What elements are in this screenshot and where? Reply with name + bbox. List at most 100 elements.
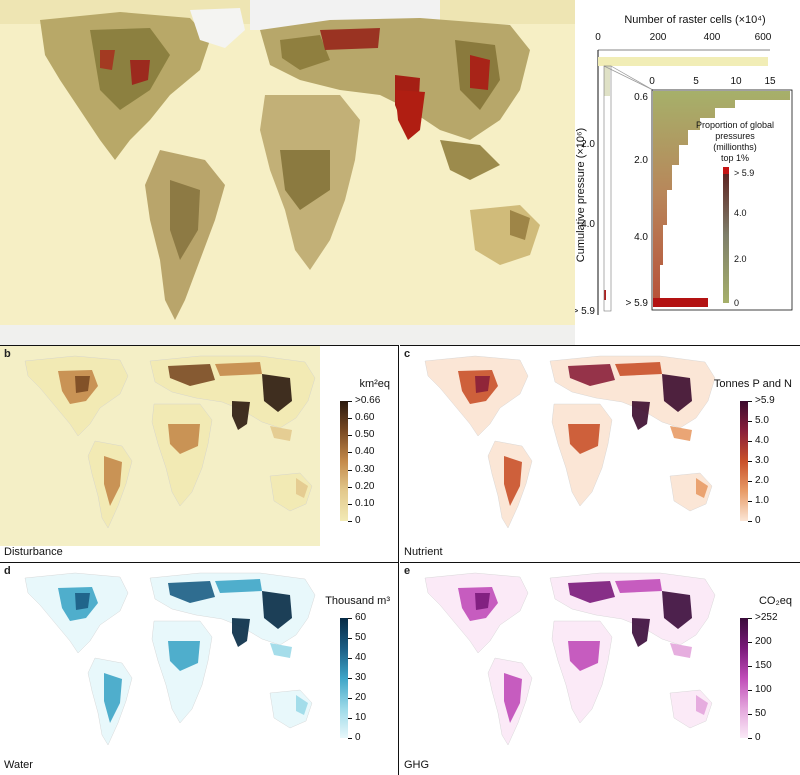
legend-tickmark (348, 401, 352, 402)
hotspot-europe (568, 581, 615, 603)
legend-tickmark (348, 618, 352, 619)
landmass-india (395, 90, 425, 140)
inset-y-tick: 2.0 (634, 155, 648, 166)
legend-tickmark (348, 638, 352, 639)
x-tick-label: 0 (595, 32, 601, 43)
legend-tick-label: 5.0 (755, 415, 769, 426)
legend-tickmark (748, 521, 752, 522)
x-tick-label: 600 (755, 32, 772, 43)
hotspot-sea (270, 426, 292, 441)
legend-title-line: pressures (715, 131, 755, 141)
hotspot-sea (270, 643, 292, 658)
legend-tickmark (748, 642, 752, 643)
legend-tick-label: 20 (355, 692, 367, 703)
legend-tick-label: 150 (755, 660, 772, 671)
legend-tickmark (748, 441, 752, 442)
hotspot-india (232, 401, 250, 430)
inset-x-tick: 10 (730, 76, 742, 87)
legend-tick-label: 30 (355, 672, 367, 683)
legend-tickmark (348, 418, 352, 420)
panel-letter: d (4, 565, 11, 577)
panel-letter: c (404, 348, 411, 360)
hotspot-india (632, 401, 650, 430)
legend-tickmark (748, 461, 752, 462)
landmass-southeast-asia (440, 140, 500, 180)
hotspot-africa (568, 424, 600, 454)
legend-tick-label: 0 (355, 732, 361, 743)
panel-a: a (0, 0, 800, 345)
legend-tickmark (748, 421, 752, 422)
legend-tick-label: 50 (355, 632, 367, 643)
legend-tick-label: 0.30 (355, 463, 375, 475)
inset-x-tick: 15 (764, 76, 776, 87)
legend-tickmark (348, 486, 352, 488)
legend-subtitle: top 1% (721, 153, 749, 163)
hotspot-us-core (75, 593, 90, 610)
hotspot-india (632, 618, 650, 647)
hotspot-south-america (104, 673, 122, 723)
panel-disturbance: b Disturbance km²eq >0.66 0.60 0.50 0.40 0.30 0.… (0, 345, 399, 562)
hotspot-south-america (504, 673, 522, 723)
legend-tick-label: 50 (755, 708, 767, 719)
legend-tickmark (348, 698, 352, 699)
hotspot-south-america (104, 456, 122, 506)
panel-letter: e (404, 565, 411, 577)
hotspot-australia (696, 695, 708, 715)
legend-tick-label: 4.0 (755, 435, 769, 446)
hotspot-sea (670, 643, 692, 658)
inset-y-tick: 0.6 (634, 92, 648, 103)
main-top-bar (598, 57, 768, 66)
legend-tickmark (348, 452, 352, 454)
legend-tick-label: 0.50 (355, 429, 375, 441)
legend-tick-label: 0.40 (355, 446, 375, 458)
legend-tickmark (748, 714, 752, 715)
legend-color-ramp (340, 618, 348, 738)
hotspot-australia (296, 695, 308, 715)
legend-tickmark (748, 618, 752, 619)
legend-tick-label: 0.10 (355, 497, 375, 509)
y-tick-label: 4.0 (581, 219, 595, 230)
legend-tickmark (348, 718, 352, 719)
legend-title-line: Proportion of global (696, 120, 774, 130)
landmass-antarctica (0, 325, 575, 345)
hotspot-india (232, 618, 250, 647)
legend-tick: 4.0 (734, 208, 747, 218)
inset-x-tick: 5 (693, 76, 699, 87)
legend-tickmark (348, 658, 352, 659)
hotspot-africa (168, 641, 200, 671)
y-tick-label: 2.0 (581, 139, 595, 150)
legend-tick-label: 1.0 (755, 495, 769, 506)
legend-tickmark (348, 738, 352, 739)
legend-title: CO₂eq (758, 595, 792, 607)
hotspot-russia (215, 579, 262, 593)
legend-tickmark (748, 738, 752, 739)
legend-tickmark (748, 690, 752, 691)
hotspot-china (662, 374, 692, 412)
inset-y-tick: > 5.9 (625, 298, 648, 309)
legend-tickmark (348, 435, 352, 437)
legend-tick-label: >5.9 (755, 395, 775, 406)
pressure-maps-grid: b Disturbance km²eq >0.66 0.60 0.50 0.40 0.30 0.… (0, 345, 800, 775)
legend-tickmark (348, 469, 352, 471)
world-map-disturbance (0, 346, 320, 546)
hotspot-africa (568, 641, 600, 671)
legend-tickmark (348, 503, 352, 505)
legend-tick: 2.0 (734, 254, 747, 264)
legend-title: Tonnes P and N (713, 378, 792, 390)
legend-color-ramp (723, 167, 729, 303)
legend-tick-label: 40 (355, 652, 367, 663)
legend-tickmark (748, 666, 752, 667)
hotspot-sea (670, 426, 692, 441)
legend-tickmark (348, 521, 352, 522)
legend-tickmark (748, 501, 752, 502)
x-tick-label: 400 (704, 32, 721, 43)
hotspot-europe (168, 581, 215, 603)
hotspot-china (662, 591, 692, 629)
legend-color-ramp (340, 401, 348, 521)
legend-tick-label: 0.20 (355, 480, 375, 492)
inset-cumulative-curve (653, 91, 790, 298)
legend-tick-label: 0 (755, 732, 761, 743)
hotspot-australia (696, 478, 708, 498)
world-map-nutrient (400, 346, 720, 546)
hotspot-us-core (75, 376, 90, 393)
